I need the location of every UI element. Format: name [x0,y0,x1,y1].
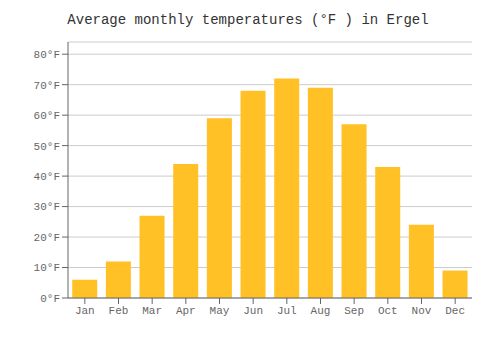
svg-text:Feb: Feb [109,305,129,317]
svg-text:May: May [210,305,230,317]
svg-text:20°F: 20°F [34,232,60,244]
svg-text:30°F: 30°F [34,201,60,213]
svg-text:Dec: Dec [445,305,465,317]
svg-text:50°F: 50°F [34,141,60,153]
svg-text:80°F: 80°F [34,49,60,61]
html-text:Average monthly temperatures (: Average monthly temperatures (°F ) in Er… [67,12,429,28]
svg-text:Jul: Jul [277,305,297,317]
svg-text:Aug: Aug [311,305,331,317]
svg-text:Nov: Nov [412,305,432,317]
svg-text:60°F: 60°F [34,110,60,122]
svg-text:Oct: Oct [378,305,398,317]
svg-text:70°F: 70°F [34,80,60,92]
svg-text:Apr: Apr [176,305,196,317]
svg-text:0°F: 0°F [40,293,60,305]
svg-text:Sep: Sep [344,305,364,317]
svg-text:Jun: Jun [243,305,263,317]
svg-text:Jan: Jan [75,305,95,317]
svg-text:40°F: 40°F [34,171,60,183]
svg-text:10°F: 10°F [34,262,60,274]
svg-text:Mar: Mar [142,305,162,317]
